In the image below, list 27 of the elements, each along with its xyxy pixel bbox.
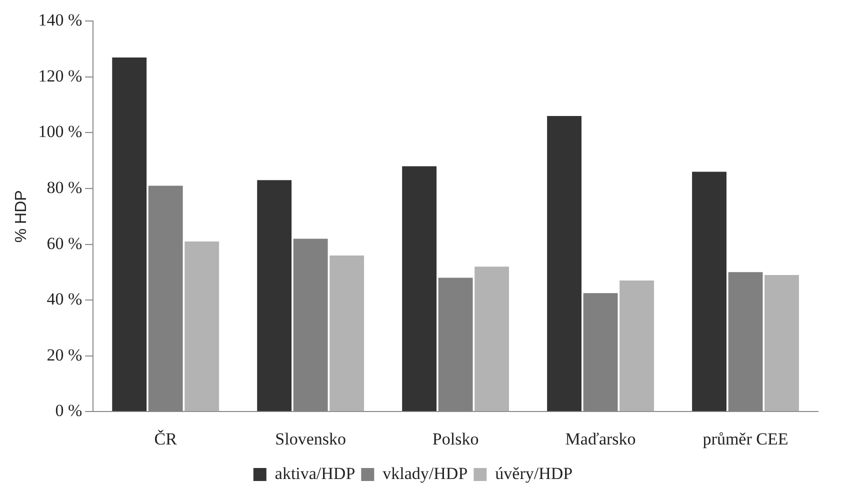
legend-label: úvěry/HDP xyxy=(495,464,573,483)
x-tick-label: Polsko xyxy=(432,429,479,448)
x-tick-label: Slovensko xyxy=(275,429,346,448)
y-tick-label: 40 % xyxy=(46,290,82,309)
bar xyxy=(692,172,726,412)
legend-label: aktiva/HDP xyxy=(274,464,356,483)
y-tick-label: 100 % xyxy=(38,122,82,142)
y-tick-label: 120 % xyxy=(38,66,82,86)
bar xyxy=(112,57,147,412)
y-tick-label: 20 % xyxy=(46,345,82,364)
y-tick-label: 140 % xyxy=(38,10,82,30)
bar xyxy=(402,166,437,412)
bar xyxy=(547,116,582,412)
bar xyxy=(330,255,364,412)
bar xyxy=(764,274,799,412)
bar xyxy=(620,280,654,412)
x-tick-label: ČR xyxy=(154,429,178,448)
x-tick-label: Maďarsko xyxy=(565,429,636,448)
bar xyxy=(257,180,292,412)
y-tick-label: 60 % xyxy=(46,234,82,253)
x-tick-label: průměr CEE xyxy=(702,429,788,448)
bar xyxy=(474,266,510,412)
legend-label: vklady/HDP xyxy=(382,464,468,483)
y-tick-label: 0 % xyxy=(55,401,82,420)
bar xyxy=(184,241,220,412)
y-axis-title: % HDP xyxy=(13,190,30,243)
y-tick-label: 80 % xyxy=(46,178,82,197)
